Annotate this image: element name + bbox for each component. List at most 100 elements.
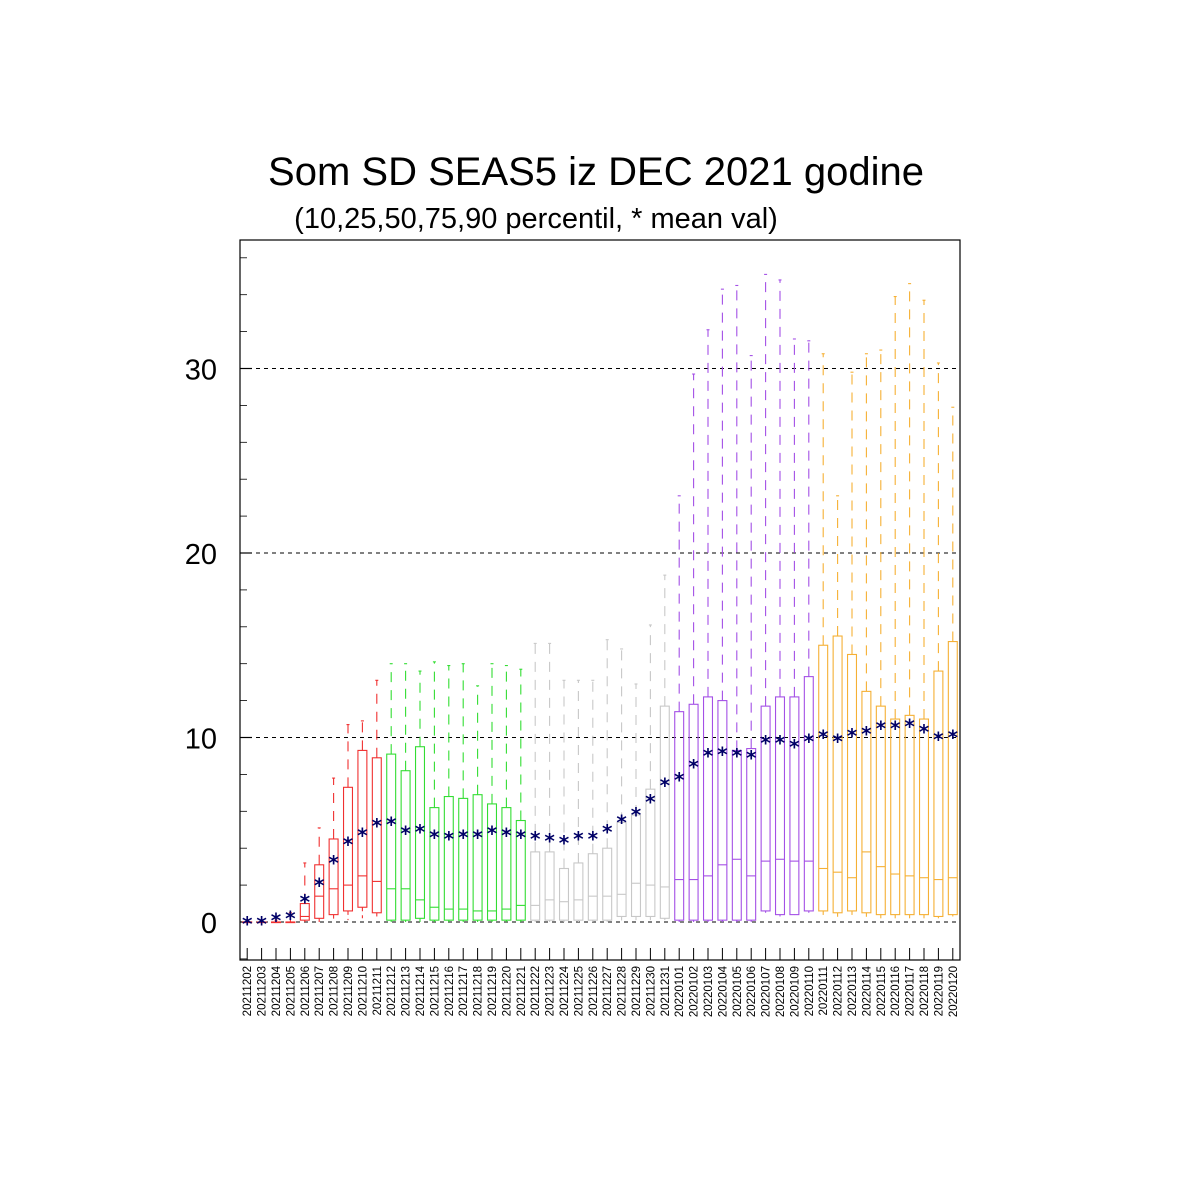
- x-tick-label: 20220102: [689, 966, 701, 1017]
- mean-marker: *: [314, 873, 325, 897]
- y-tick-label: 30: [185, 355, 217, 387]
- box-body: [861, 690, 872, 914]
- box-20220110: [803, 340, 814, 913]
- x-tick-label: 20220106: [746, 966, 758, 1017]
- x-tick-label: 20220104: [717, 965, 729, 1017]
- x-tick-label: 20211211: [372, 966, 384, 1015]
- box-20220107: [760, 273, 771, 913]
- box-body: [904, 714, 915, 916]
- box-20220112: [832, 495, 843, 919]
- box-20211210: [357, 720, 368, 919]
- box-body: [659, 705, 670, 919]
- box-20211223: [544, 642, 555, 922]
- box-body: [443, 795, 454, 921]
- mean-marker: *: [919, 720, 930, 744]
- mean-marker: *: [357, 823, 368, 847]
- mean-marker: *: [271, 908, 282, 932]
- box-body: [875, 705, 886, 916]
- box-body: [486, 803, 498, 921]
- mean-marker: *: [717, 742, 728, 766]
- mean-marker: *: [530, 827, 541, 851]
- mean-marker: *: [472, 825, 483, 849]
- x-tick-label: 20211206: [300, 966, 312, 1016]
- x-tick-label: 20211225: [573, 966, 585, 1016]
- box-body: [357, 749, 368, 908]
- mean-marker: *: [933, 728, 944, 752]
- box-20211218: [472, 685, 483, 922]
- box-20211219: [486, 663, 498, 922]
- box-body: [400, 770, 411, 921]
- chart-title: Som SD SEAS5 iz DEC 2021 godine: [268, 150, 924, 194]
- box-20211208: [328, 777, 339, 922]
- x-tick-label: 20211231: [660, 966, 672, 1016]
- box-20220118: [918, 299, 930, 919]
- box-20211209: [342, 724, 354, 921]
- mean-marker: *: [645, 790, 656, 814]
- box-20211202: [242, 921, 253, 924]
- mean-marker: *: [876, 716, 887, 740]
- box-20220106: [746, 355, 757, 922]
- box-20211213: [400, 663, 411, 922]
- x-tick-label: 20211217: [458, 966, 470, 1016]
- box-body: [530, 851, 541, 921]
- mean-marker: *: [386, 812, 397, 836]
- x-tick-label: 20211223: [545, 966, 557, 1016]
- mean-marker: *: [832, 729, 843, 753]
- x-tick-label: 20211216: [444, 966, 456, 1016]
- mean-marker: *: [256, 912, 267, 936]
- box-20220114: [861, 353, 872, 919]
- box-20220109: [789, 338, 800, 916]
- box-20211222: [530, 642, 541, 922]
- box-body: [299, 902, 310, 921]
- box-body: [645, 788, 656, 918]
- x-tick-label: 20220113: [847, 966, 859, 1016]
- mean-marker: *: [890, 716, 901, 740]
- y-tick-label: 10: [185, 724, 217, 756]
- x-tick-label: 20211202: [242, 966, 254, 1016]
- mean-marker: *: [516, 825, 527, 849]
- box-20211211: [371, 679, 382, 917]
- mean-marker: *: [746, 746, 757, 770]
- mean-marker: *: [458, 825, 469, 849]
- x-tick-label: 20220109: [789, 966, 801, 1017]
- box-20220104: [717, 288, 728, 922]
- x-tick-label: 20220119: [933, 966, 945, 1016]
- x-tick-label: 20211207: [314, 966, 326, 1016]
- box-body: [947, 641, 958, 916]
- box-20220105: [731, 284, 742, 922]
- box-body: [746, 748, 757, 921]
- mean-marker: *: [328, 851, 339, 875]
- box-20211205: [285, 912, 296, 924]
- mean-marker: *: [444, 827, 455, 851]
- box-20220116: [890, 295, 901, 919]
- box-20211224: [558, 679, 570, 922]
- box-body: [342, 786, 354, 912]
- mean-marker: *: [847, 724, 858, 748]
- mean-marker: *: [631, 803, 642, 827]
- box-20220103: [702, 329, 714, 922]
- mean-marker: *: [775, 731, 786, 755]
- x-tick-label: 20211220: [501, 966, 513, 1016]
- mean-marker: *: [300, 890, 311, 914]
- box-body: [760, 705, 771, 912]
- x-tick-label: 20211222: [530, 966, 542, 1016]
- x-tick-label: 20220108: [775, 966, 787, 1017]
- box-body: [573, 862, 584, 921]
- x-tick-label: 20211229: [631, 966, 643, 1016]
- box-20211212: [386, 663, 397, 922]
- box-body: [674, 711, 685, 921]
- mean-marker: *: [588, 827, 599, 851]
- mean-marker: *: [789, 735, 800, 759]
- box-body: [515, 819, 526, 921]
- box-20211203: [256, 921, 267, 924]
- mean-marker: *: [804, 729, 815, 753]
- x-tick-label: 20211226: [588, 966, 600, 1016]
- box-20211225: [573, 679, 584, 922]
- box-20211217: [458, 663, 469, 922]
- box-body: [602, 847, 613, 921]
- box-20211207: [314, 827, 325, 922]
- box-20220111: [818, 353, 829, 917]
- box-20220115: [875, 349, 886, 919]
- x-tick-label: 20220116: [890, 966, 902, 1016]
